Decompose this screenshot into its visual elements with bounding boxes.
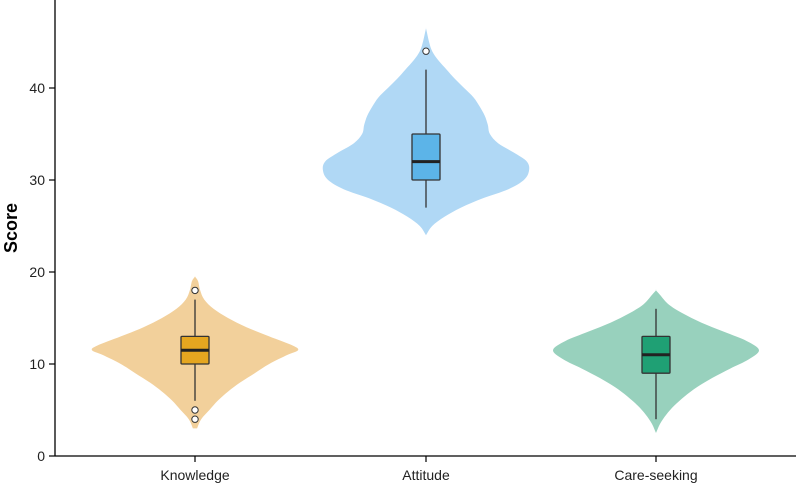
plot-area xyxy=(91,27,760,433)
x-tick-label: Knowledge xyxy=(160,467,229,483)
outlier-point xyxy=(191,406,199,414)
y-tick-label: 20 xyxy=(29,264,45,280)
y-axis-title: Score xyxy=(1,203,21,253)
x-tick-label: Care-seeking xyxy=(614,467,697,483)
outlier-point xyxy=(422,47,430,55)
x-ticks: Knowledge Attitude Care-seeking xyxy=(160,456,698,483)
outlier-point xyxy=(191,415,199,423)
box-attitude xyxy=(411,133,441,181)
y-tick-label: 10 xyxy=(29,356,45,372)
axes: 0 10 20 30 40 Knowledge Attitude Care-seeking xyxy=(29,0,796,483)
y-tick-label: 0 xyxy=(37,448,45,464)
outlier-point xyxy=(191,286,199,295)
y-tick-label: 40 xyxy=(29,80,45,96)
y-ticks: 0 10 20 30 40 xyxy=(29,80,55,464)
y-tick-label: 30 xyxy=(29,172,45,188)
x-tick-label: Attitude xyxy=(402,467,450,483)
